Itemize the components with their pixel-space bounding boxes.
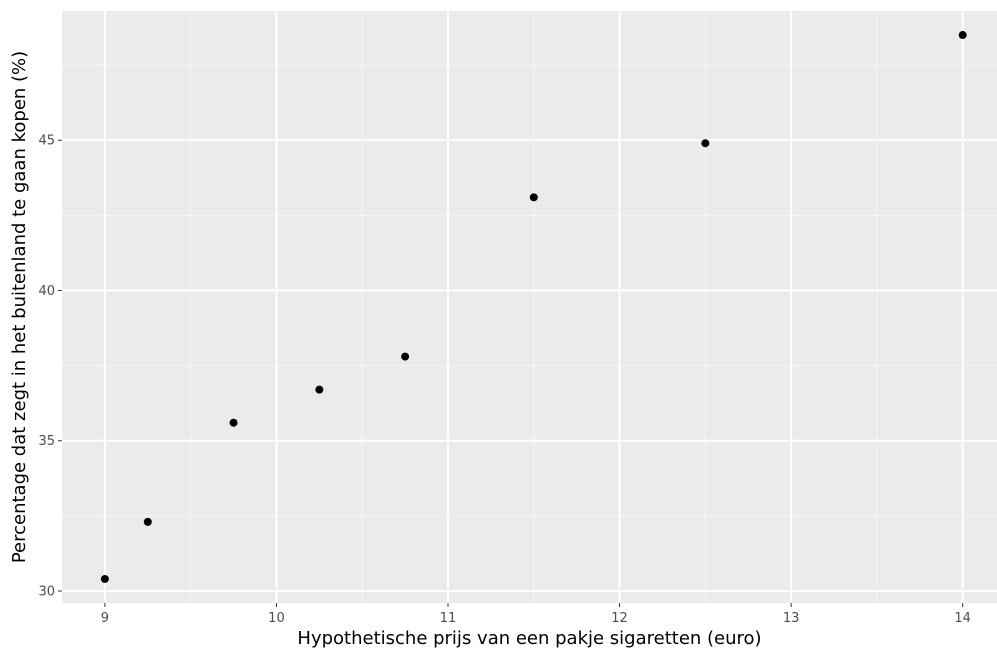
x-axis-title: Hypothetische prijs van een pakje sigare… bbox=[297, 628, 761, 648]
data-point bbox=[229, 418, 238, 427]
axis-ticks: 9 10 11 12 13 14 30 35 40 45 bbox=[38, 134, 971, 626]
data-point bbox=[401, 352, 410, 361]
y-axis-title: Percentage dat zegt in het buitenland te… bbox=[9, 51, 30, 563]
data-point bbox=[529, 193, 538, 202]
x-tick-label: 9 bbox=[101, 611, 109, 626]
y-tick-label: 35 bbox=[38, 434, 55, 449]
y-tick-label: 30 bbox=[38, 584, 55, 599]
x-tick-label: 11 bbox=[440, 611, 457, 626]
x-tick-label: 10 bbox=[268, 611, 285, 626]
minor-gridlines bbox=[62, 11, 997, 603]
y-tick-label: 40 bbox=[38, 284, 55, 299]
data-point bbox=[701, 139, 710, 148]
x-tick-label: 12 bbox=[611, 611, 628, 626]
y-tick-label: 45 bbox=[38, 134, 55, 149]
data-point bbox=[315, 385, 324, 394]
data-point bbox=[100, 574, 109, 583]
data-point bbox=[143, 517, 152, 526]
x-tick-label: 14 bbox=[954, 611, 971, 626]
data-points bbox=[100, 31, 967, 583]
major-gridlines bbox=[62, 11, 997, 603]
data-point bbox=[958, 31, 967, 40]
x-tick-label: 13 bbox=[783, 611, 800, 626]
plot-panel bbox=[62, 11, 997, 603]
